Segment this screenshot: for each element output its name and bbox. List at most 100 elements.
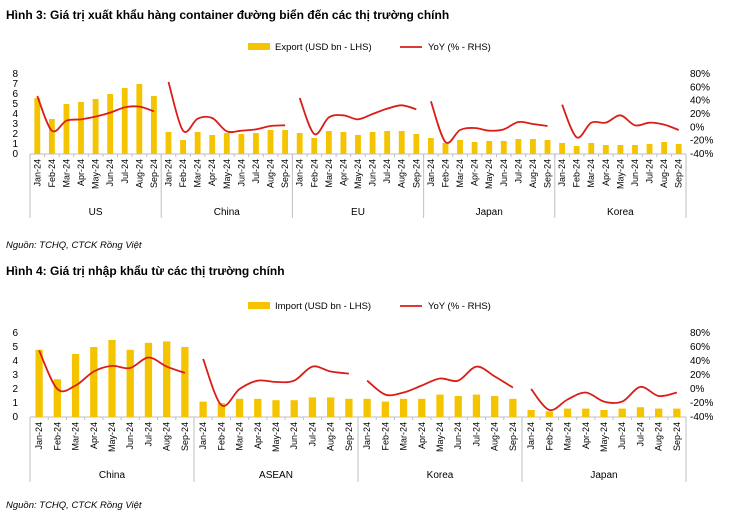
c1-right-tick: 80% [690, 69, 710, 80]
c1-category-label: May-24 [615, 159, 625, 189]
c2-category-label: Jul-24 [635, 422, 645, 447]
c2-category-label: Feb-24 [380, 422, 390, 451]
c1-category-label: Sep-24 [543, 159, 553, 188]
c2-bar-china [35, 349, 43, 417]
c1-group-label-japan: Japan [476, 207, 503, 218]
c1-bar-korea [675, 144, 682, 154]
c1-bar-korea [588, 143, 595, 154]
c2-category-label: Mar-24 [563, 422, 573, 451]
c1-category-label: Jan-24 [32, 159, 42, 187]
c2-bar-japan [636, 407, 645, 417]
c1-category-label: Jan-24 [557, 159, 567, 187]
c2-bar-china [163, 341, 171, 417]
c2-category-label: May-24 [271, 422, 281, 452]
c2-bar-asean [345, 398, 353, 417]
c1-left-tick: 4 [12, 109, 18, 120]
c2-bar-japan [527, 410, 535, 417]
c1-category-label: Jul-24 [513, 159, 523, 184]
c1-category-label: Jul-24 [645, 159, 655, 184]
c2-bar-japan [673, 408, 681, 417]
c2-left-tick: 5 [12, 342, 18, 353]
c2-category-label: Sep-24 [344, 422, 354, 451]
c1-bar-us [78, 102, 84, 154]
c1-category-label: Apr-24 [76, 159, 86, 186]
c1-left-tick: 5 [12, 99, 18, 110]
c1-bar-japan [544, 140, 551, 154]
c1-category-label: Jan-24 [295, 159, 305, 187]
c1-bar-china [165, 132, 172, 154]
c2-group-label-japan: Japan [590, 470, 617, 481]
c2-group-label-china: China [99, 470, 126, 481]
c1-bar-china [282, 130, 289, 154]
c2-category-label: May-24 [435, 422, 445, 452]
c1-category-label: Feb-24 [178, 159, 188, 188]
c2-legend-bar-label: Import (USD bn - LHS) [275, 301, 371, 312]
c2-category-label: Sep-24 [672, 422, 682, 451]
chart2-source: Nguồn: TCHQ, CTCK Rồng Việt [6, 500, 142, 511]
c1-bar-eu [325, 131, 332, 154]
c1-bar-japan [457, 140, 463, 154]
c1-category-label: Apr-24 [338, 159, 348, 186]
c1-left-tick: 3 [12, 119, 18, 130]
c2-category-label: Apr-24 [89, 422, 99, 449]
c2-yoy-line-korea [366, 365, 514, 397]
c2-bar-korea [381, 401, 389, 417]
c2-bar-japan [655, 408, 663, 417]
c2-bar-korea [472, 394, 481, 417]
c1-bar-korea [559, 143, 566, 154]
c1-bar-us [136, 84, 143, 154]
c1-bar-korea [646, 144, 653, 154]
c2-category-label: Jun-24 [289, 422, 299, 450]
c2-left-tick: 1 [12, 398, 18, 409]
c1-bar-china [253, 133, 259, 154]
chart2-title: Hình 4: Giá trị nhập khẩu từ các thị trư… [6, 264, 285, 278]
c1-category-label: Sep-24 [149, 159, 159, 188]
c2-category-label: Feb-24 [216, 422, 226, 451]
c2-bar-asean [235, 398, 244, 417]
c2-bar-china [53, 379, 61, 417]
c2-category-label: Mar-24 [399, 422, 409, 451]
c1-bar-us [121, 88, 128, 154]
c2-category-label: Aug-24 [654, 422, 664, 451]
c2-category-label: Jan-24 [526, 422, 536, 450]
c2-category-label: Aug-24 [490, 422, 500, 451]
c2-bar-korea [454, 396, 462, 417]
c2-left-tick: 6 [12, 328, 18, 339]
c1-bar-china [180, 140, 186, 154]
c2-right-tick: 80% [690, 328, 710, 339]
c1-category-label: Apr-24 [207, 159, 217, 186]
c1-bar-us [48, 119, 55, 154]
c1-category-label: Mar-24 [455, 159, 465, 188]
c2-left-tick: 2 [12, 384, 18, 395]
c1-bar-korea [661, 142, 668, 154]
c1-bar-us [63, 104, 70, 154]
c1-category-label: Feb-24 [572, 159, 582, 188]
c1-bar-eu [296, 133, 303, 154]
c2-bar-asean [290, 400, 298, 417]
c2-yoy-line-japan [530, 385, 678, 412]
c2-category-label: Aug-24 [162, 422, 172, 451]
c2-bar-asean [199, 401, 207, 417]
c1-category-label: Mar-24 [324, 159, 334, 188]
c1-category-label: May-24 [222, 159, 232, 189]
c2-category-label: Apr-24 [417, 422, 427, 449]
c2-category-label: Jul-24 [471, 422, 481, 447]
c1-category-label: Jul-24 [251, 159, 261, 184]
c2-bar-asean [308, 397, 317, 417]
c2-right-tick: -20% [690, 398, 713, 409]
c1-category-label: Feb-24 [309, 159, 319, 188]
c1-bar-eu [340, 132, 347, 154]
c1-bar-japan [515, 139, 522, 154]
c1-bar-us [34, 98, 41, 154]
c1-bar-china [194, 132, 201, 154]
c2-category-label: Jan-24 [34, 422, 44, 450]
c1-bar-china [223, 133, 230, 154]
c2-category-label: Apr-24 [581, 422, 591, 449]
c1-bar-us [107, 94, 114, 154]
c1-category-label: Aug-24 [134, 159, 144, 188]
c1-bar-japan [530, 139, 536, 154]
c1-yoy-line-us [36, 95, 155, 133]
c2-category-label: Mar-24 [71, 422, 81, 451]
c2-category-label: Jul-24 [143, 422, 153, 447]
c2-category-label: Sep-24 [508, 422, 518, 451]
